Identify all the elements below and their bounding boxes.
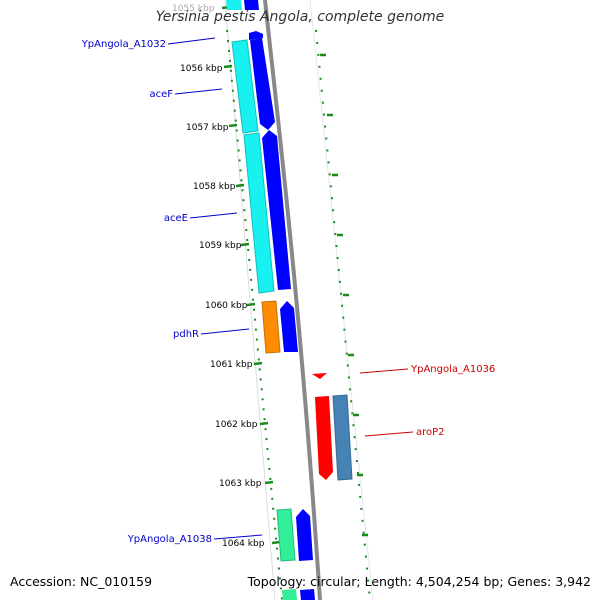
gene-pdhr[interactable] [261, 300, 281, 354]
tick-label-1060: 1060 kbp [205, 301, 248, 311]
tick-label-1059: 1059 kbp [199, 241, 242, 251]
gene-ypangola-a1032-cds[interactable] [244, 0, 259, 10]
major-tick [223, 64, 233, 69]
gene-ypangola-a1038[interactable] [276, 508, 296, 562]
gene-acef-cds[interactable] [250, 38, 275, 130]
map-ring-outline-right [309, 0, 374, 600]
gene-arop2[interactable] [315, 396, 333, 480]
gene-arop2-neighbor[interactable] [332, 394, 353, 481]
tick-label-1062: 1062 kbp [215, 420, 258, 430]
major-tick [246, 302, 256, 307]
tick-label-1056: 1056 kbp [180, 64, 223, 74]
leader-acee [189, 212, 238, 219]
gene-ypangola-a1032[interactable] [226, 0, 242, 10]
tick-label-1057: 1057 kbp [186, 123, 229, 133]
gene-acee[interactable] [243, 132, 275, 294]
major-tick [259, 421, 269, 426]
leader-arop2 [364, 431, 414, 437]
gene-ypangola-a1038-cds[interactable] [296, 509, 313, 561]
gene-pdhr-cds[interactable] [280, 301, 298, 352]
major-tick [228, 123, 238, 128]
major-tick [264, 480, 274, 485]
gene-bottom-partial-blue[interactable] [300, 589, 315, 600]
tick-label-1058: 1058 kbp [193, 182, 236, 192]
leader-acef [174, 88, 223, 95]
gene-bottom-partial-mint[interactable] [282, 589, 297, 600]
label-pdhr[interactable]: pdhR [173, 329, 199, 340]
tick-label-1061: 1061 kbp [210, 360, 253, 370]
label-ypangola-a1032[interactable]: YpAngola_A1032 [81, 39, 166, 50]
label-acee[interactable]: aceE [164, 213, 188, 224]
major-tick [253, 361, 263, 366]
genome-backbone [263, 0, 322, 600]
label-arop2[interactable]: aroP2 [416, 427, 445, 438]
gene-acef-cap[interactable] [249, 31, 263, 40]
topology-text: Topology: circular; Length: 4,504,254 bp… [247, 574, 591, 589]
tick-label-1064: 1064 kbp [222, 539, 265, 549]
leader-ypangola-a1032 [167, 37, 216, 45]
gene-ypangola-a1036[interactable] [312, 373, 327, 379]
label-ypangola-a1038[interactable]: YpAngola_A1038 [127, 534, 212, 545]
major-tick [235, 183, 245, 188]
gene-acee-cds[interactable] [262, 130, 291, 290]
leader-pdhr [200, 328, 250, 335]
major-tick [271, 540, 281, 545]
tick-label-1055: 1055 kbp [172, 4, 215, 14]
label-acef[interactable]: aceF [149, 89, 173, 100]
major-tick [240, 242, 250, 247]
tick-label-1063: 1063 kbp [219, 479, 262, 489]
accession-text: Accession: NC_010159 [10, 574, 153, 589]
gene-acef[interactable] [231, 39, 259, 134]
label-ypangola-a1036[interactable]: YpAngola_A1036 [410, 364, 495, 375]
leader-ypangola-a1036 [359, 368, 409, 374]
leader-ypangola-a1038 [213, 534, 263, 540]
map-title: Yersinia pestis Angola, complete genome [155, 9, 445, 25]
major-ticks [221, 5, 368, 545]
